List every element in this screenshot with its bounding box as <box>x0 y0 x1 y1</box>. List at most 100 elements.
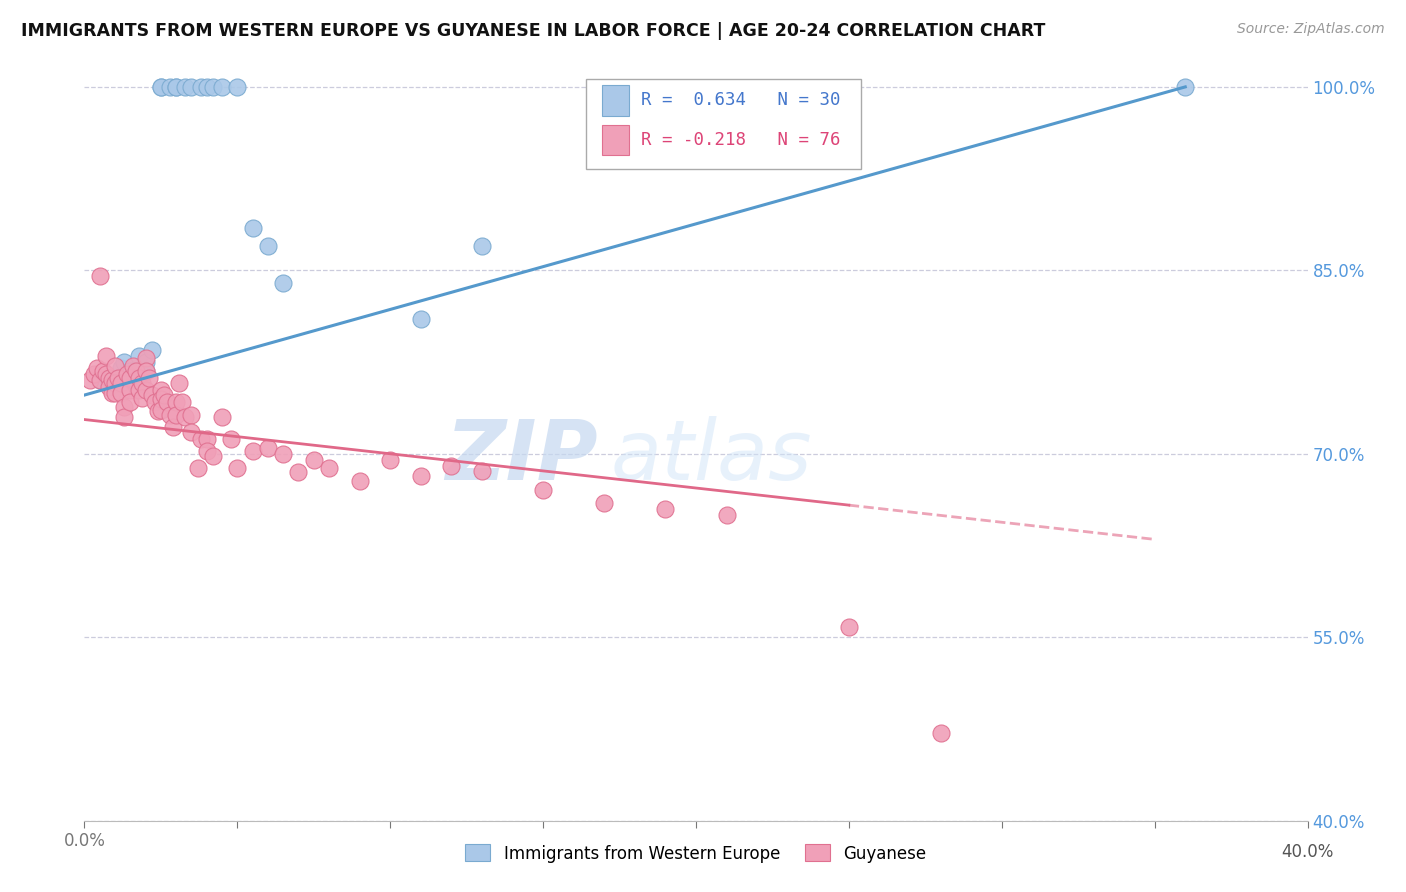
Point <box>838 620 860 634</box>
Point <box>180 425 202 439</box>
Point <box>112 410 135 425</box>
Point <box>120 373 142 387</box>
Point <box>156 395 179 409</box>
Point <box>149 392 172 406</box>
Point <box>242 444 264 458</box>
Point <box>89 373 111 387</box>
Point <box>174 79 197 94</box>
Point <box>165 408 187 422</box>
Text: R =  0.634   N = 30: R = 0.634 N = 30 <box>641 91 841 110</box>
FancyBboxPatch shape <box>602 85 628 115</box>
Point <box>86 361 108 376</box>
Text: Source: ZipAtlas.com: Source: ZipAtlas.com <box>1237 22 1385 37</box>
Point <box>159 408 181 422</box>
Point <box>112 355 135 369</box>
Point <box>190 432 212 446</box>
Point <box>94 349 117 363</box>
Point <box>531 483 554 498</box>
Point <box>716 508 738 522</box>
Legend: Immigrants from Western Europe, Guyanese: Immigrants from Western Europe, Guyanese <box>458 838 934 869</box>
Point <box>112 401 135 415</box>
Point <box>104 379 127 393</box>
Point <box>186 461 208 475</box>
FancyBboxPatch shape <box>586 79 860 169</box>
Text: atlas: atlas <box>610 417 813 497</box>
Point <box>302 453 325 467</box>
Point <box>89 269 111 284</box>
Point <box>167 376 190 390</box>
Point <box>471 239 494 253</box>
Point <box>131 391 153 405</box>
Point <box>380 453 402 467</box>
Point <box>471 464 494 478</box>
Point <box>128 383 150 397</box>
Point <box>440 458 463 473</box>
Point <box>135 363 157 377</box>
Point <box>242 220 264 235</box>
Point <box>110 376 132 390</box>
Point <box>201 79 224 94</box>
Point <box>287 465 309 479</box>
Point <box>94 368 117 382</box>
Point <box>138 371 160 385</box>
Point <box>159 79 181 94</box>
Point <box>104 376 127 390</box>
Text: IMMIGRANTS FROM WESTERN EUROPE VS GUYANESE IN LABOR FORCE | AGE 20-24 CORRELATIO: IMMIGRANTS FROM WESTERN EUROPE VS GUYANE… <box>21 22 1046 40</box>
Point <box>141 388 163 402</box>
Point <box>149 79 172 94</box>
Point <box>101 385 124 400</box>
Point <box>120 371 142 385</box>
Point <box>101 373 124 387</box>
Point <box>125 363 148 377</box>
Point <box>201 449 224 463</box>
Point <box>149 402 172 417</box>
Point <box>165 79 187 94</box>
Point <box>1174 79 1197 94</box>
Point <box>180 79 202 94</box>
Point <box>120 383 142 397</box>
Point <box>165 395 187 409</box>
Point <box>143 395 166 409</box>
Point <box>146 404 169 418</box>
Point <box>226 79 249 94</box>
Point <box>174 410 197 425</box>
Point <box>180 408 202 422</box>
Point <box>211 79 233 94</box>
Point <box>104 359 127 373</box>
Point <box>195 444 218 458</box>
Point <box>110 385 132 400</box>
Text: R = -0.218   N = 76: R = -0.218 N = 76 <box>641 131 841 149</box>
Point <box>91 363 114 377</box>
Point <box>172 395 194 409</box>
Point <box>190 79 212 94</box>
Point <box>211 410 233 425</box>
Point <box>226 461 249 475</box>
Text: 40.0%: 40.0% <box>1281 843 1334 861</box>
Point <box>654 501 676 516</box>
Point <box>135 355 157 369</box>
Point <box>162 420 184 434</box>
Point <box>97 376 120 390</box>
Point <box>593 496 616 510</box>
Point <box>271 276 294 290</box>
Point <box>104 371 127 385</box>
Point <box>409 468 432 483</box>
Point <box>165 79 187 94</box>
Point <box>929 725 952 739</box>
Point <box>110 361 132 376</box>
Point <box>115 368 138 382</box>
Point <box>257 441 280 455</box>
Point <box>83 368 105 382</box>
Point <box>120 363 142 377</box>
Point <box>131 376 153 390</box>
Point <box>271 447 294 461</box>
Point <box>128 349 150 363</box>
Point <box>195 79 218 94</box>
Point <box>141 343 163 357</box>
Point <box>107 371 129 385</box>
Point <box>79 373 101 387</box>
Point <box>135 383 157 397</box>
Point <box>195 432 218 446</box>
Point <box>89 373 111 387</box>
Point <box>120 395 142 409</box>
